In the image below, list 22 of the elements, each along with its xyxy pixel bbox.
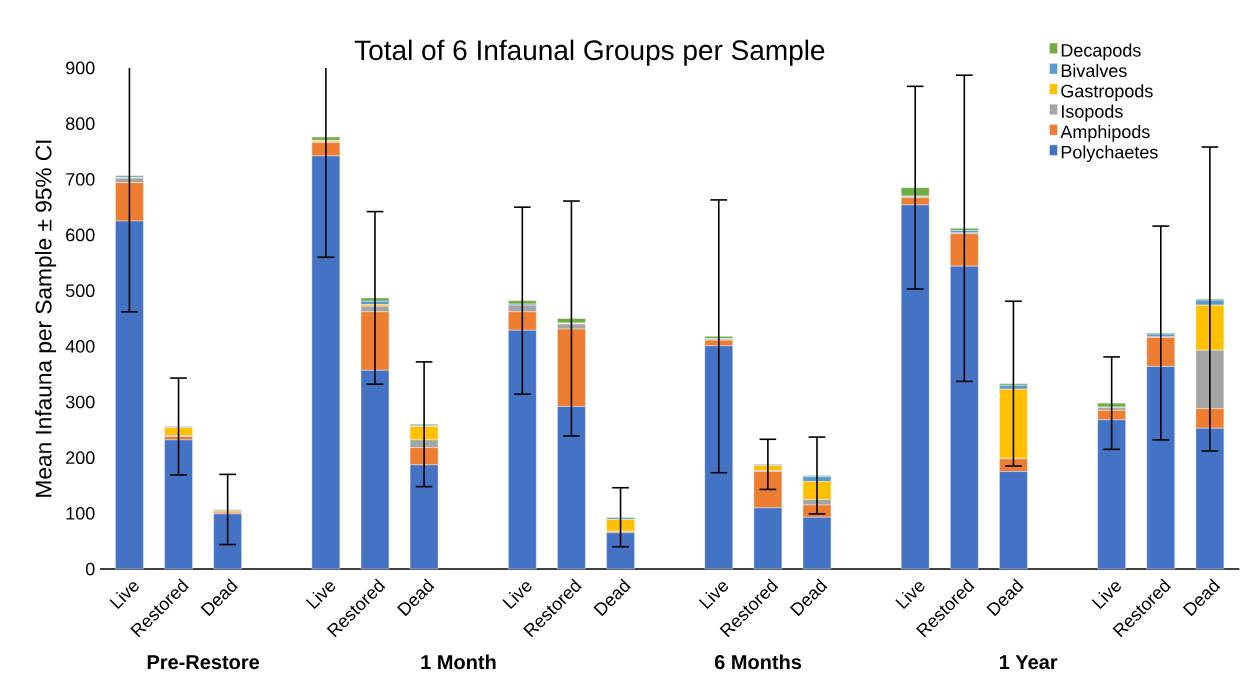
y-tick-label: 900 — [66, 61, 95, 75]
text: 1 Month — [421, 654, 496, 670]
y-tick-label: 500 — [65, 284, 95, 297]
y-tick-label: 0 — [85, 562, 95, 576]
legend-label: Isopods — [1062, 104, 1123, 122]
legend-label: Bivalves — [1061, 63, 1127, 77]
legend-label: Amphipods — [1060, 124, 1150, 142]
text: Pre-Restore — [147, 655, 260, 670]
y-tick-label: 600 — [66, 228, 95, 242]
text: 1 Year — [999, 655, 1058, 670]
y-tick-label: 200 — [66, 451, 95, 464]
legend-label: Polychaetes — [1061, 145, 1158, 162]
legend-label: Gastropods — [1061, 84, 1153, 101]
y-tick-label: 800 — [66, 117, 95, 130]
y-tick-label: 700 — [66, 172, 95, 186]
text: 6 Months — [714, 654, 802, 670]
legend-label: Decapods — [1061, 43, 1141, 61]
y-tick-label: 100 — [66, 506, 95, 520]
y-axis-title: Mean Infauna per Sample ± 95% CI — [34, 140, 57, 497]
chart-title: Total of 6 Infaunal Groups per Sample — [354, 39, 825, 66]
y-tick-label: 400 — [65, 339, 95, 353]
y-tick-label: 300 — [65, 395, 95, 409]
